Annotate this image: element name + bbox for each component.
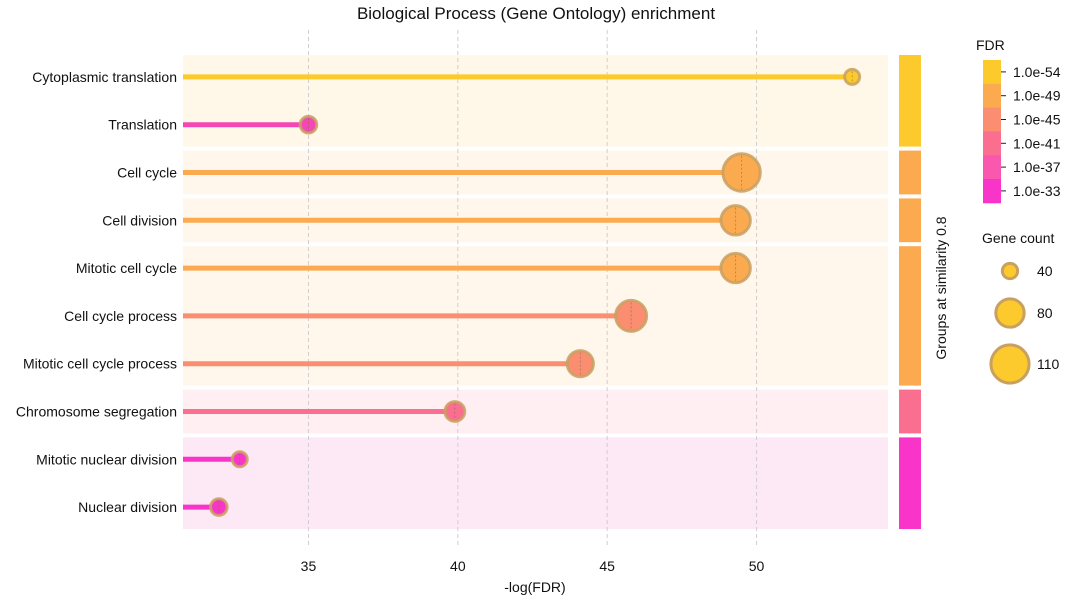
gene-count-legend-label: 110 bbox=[1037, 356, 1060, 372]
count-legend-title: Gene count bbox=[982, 230, 1054, 246]
fdr-legend-label: 1.0e-54 bbox=[1013, 64, 1061, 80]
category-label: Chromosome segregation bbox=[16, 404, 177, 420]
group-bar bbox=[899, 198, 921, 243]
category-labels: Cytoplasmic translation Translation Cell c… bbox=[16, 69, 177, 515]
category-label: Cytoplasmic translation bbox=[32, 69, 177, 85]
category-label: Cell cycle bbox=[117, 165, 177, 181]
category-label: Cell division bbox=[102, 212, 177, 228]
gene-count-legend-label: 80 bbox=[1037, 305, 1053, 321]
group-bar bbox=[899, 437, 921, 529]
gene-count-legend-dot bbox=[1000, 261, 1020, 281]
gene-count-legend-dot bbox=[994, 297, 1026, 329]
gene-count-legend-label: 40 bbox=[1037, 263, 1053, 279]
x-tick-label: 40 bbox=[450, 558, 466, 574]
fdr-legend-label: 1.0e-49 bbox=[1013, 88, 1061, 104]
fdr-legend: 1.0e-54 1.0e-49 1.0e-45 1.0e-41 1.0e-37 1.0e-… bbox=[983, 60, 1061, 204]
lollipop-dot bbox=[298, 114, 319, 135]
group-axis-label: Groups at similarity 0.8 bbox=[933, 216, 949, 359]
x-axis-label: -log(FDR) bbox=[504, 579, 565, 595]
lollipop-dot bbox=[565, 349, 595, 379]
fdr-legend-label: 1.0e-33 bbox=[1013, 183, 1061, 199]
group-band bbox=[183, 55, 888, 147]
x-tick-label: 50 bbox=[749, 558, 765, 574]
gene-count-legend: 40 80 110 bbox=[989, 261, 1060, 385]
x-tick-label: 45 bbox=[599, 558, 615, 574]
category-label: Nuclear division bbox=[78, 499, 177, 515]
category-label: Translation bbox=[108, 117, 177, 133]
lollipop-marks bbox=[183, 67, 862, 517]
chart-title: Biological Process (Gene Ontology) enric… bbox=[357, 4, 715, 23]
category-label: Cell cycle process bbox=[64, 308, 177, 324]
fdr-legend-swatch bbox=[983, 131, 1001, 156]
lollipop-dot bbox=[209, 497, 229, 517]
fdr-legend-label: 1.0e-37 bbox=[1013, 159, 1061, 175]
fdr-legend-label: 1.0e-41 bbox=[1013, 135, 1061, 151]
group-bars bbox=[899, 55, 921, 529]
group-bar bbox=[899, 150, 921, 195]
category-label: Mitotic cell cycle process bbox=[23, 356, 177, 372]
group-bar bbox=[899, 246, 921, 386]
group-bar bbox=[899, 389, 921, 434]
category-label: Mitotic cell cycle bbox=[76, 260, 177, 276]
x-tick-label: 35 bbox=[301, 558, 317, 574]
group-band bbox=[183, 437, 888, 529]
lollipop-dot bbox=[443, 400, 467, 423]
fdr-legend-swatch bbox=[983, 60, 1001, 85]
fdr-legend-swatch bbox=[983, 155, 1001, 180]
fdr-legend-swatch bbox=[983, 83, 1001, 109]
x-axis-ticks: 35 40 45 50 bbox=[301, 558, 765, 574]
fdr-legend-title: FDR bbox=[976, 37, 1005, 53]
fdr-legend-swatch bbox=[983, 107, 1001, 132]
fdr-legend-swatch bbox=[983, 179, 1001, 204]
gene-count-legend-dot bbox=[989, 343, 1031, 385]
fdr-legend-label: 1.0e-45 bbox=[1013, 112, 1061, 128]
category-label: Mitotic nuclear division bbox=[36, 451, 177, 467]
group-bar bbox=[899, 55, 921, 147]
